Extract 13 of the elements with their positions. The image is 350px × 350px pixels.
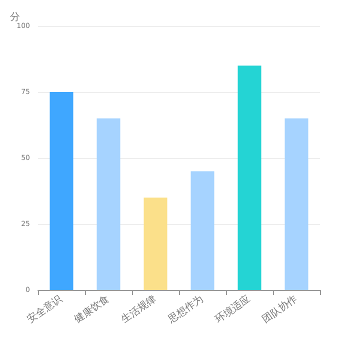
bar	[96, 118, 120, 290]
x-tick-label: 思想作为	[165, 292, 206, 326]
x-tick-label: 安全意识	[25, 292, 65, 326]
bar	[284, 118, 308, 290]
x-tick-label: 环境适应	[213, 292, 253, 326]
bar	[144, 198, 168, 290]
bar	[50, 92, 74, 290]
x-tick-label: 生活规律	[119, 292, 159, 326]
bar	[238, 66, 262, 290]
x-tick-label: 团队协作	[260, 292, 300, 326]
y-axis-title: 分	[10, 11, 20, 24]
bar	[190, 171, 214, 290]
x-tick-label: 健康饮食	[72, 292, 112, 326]
